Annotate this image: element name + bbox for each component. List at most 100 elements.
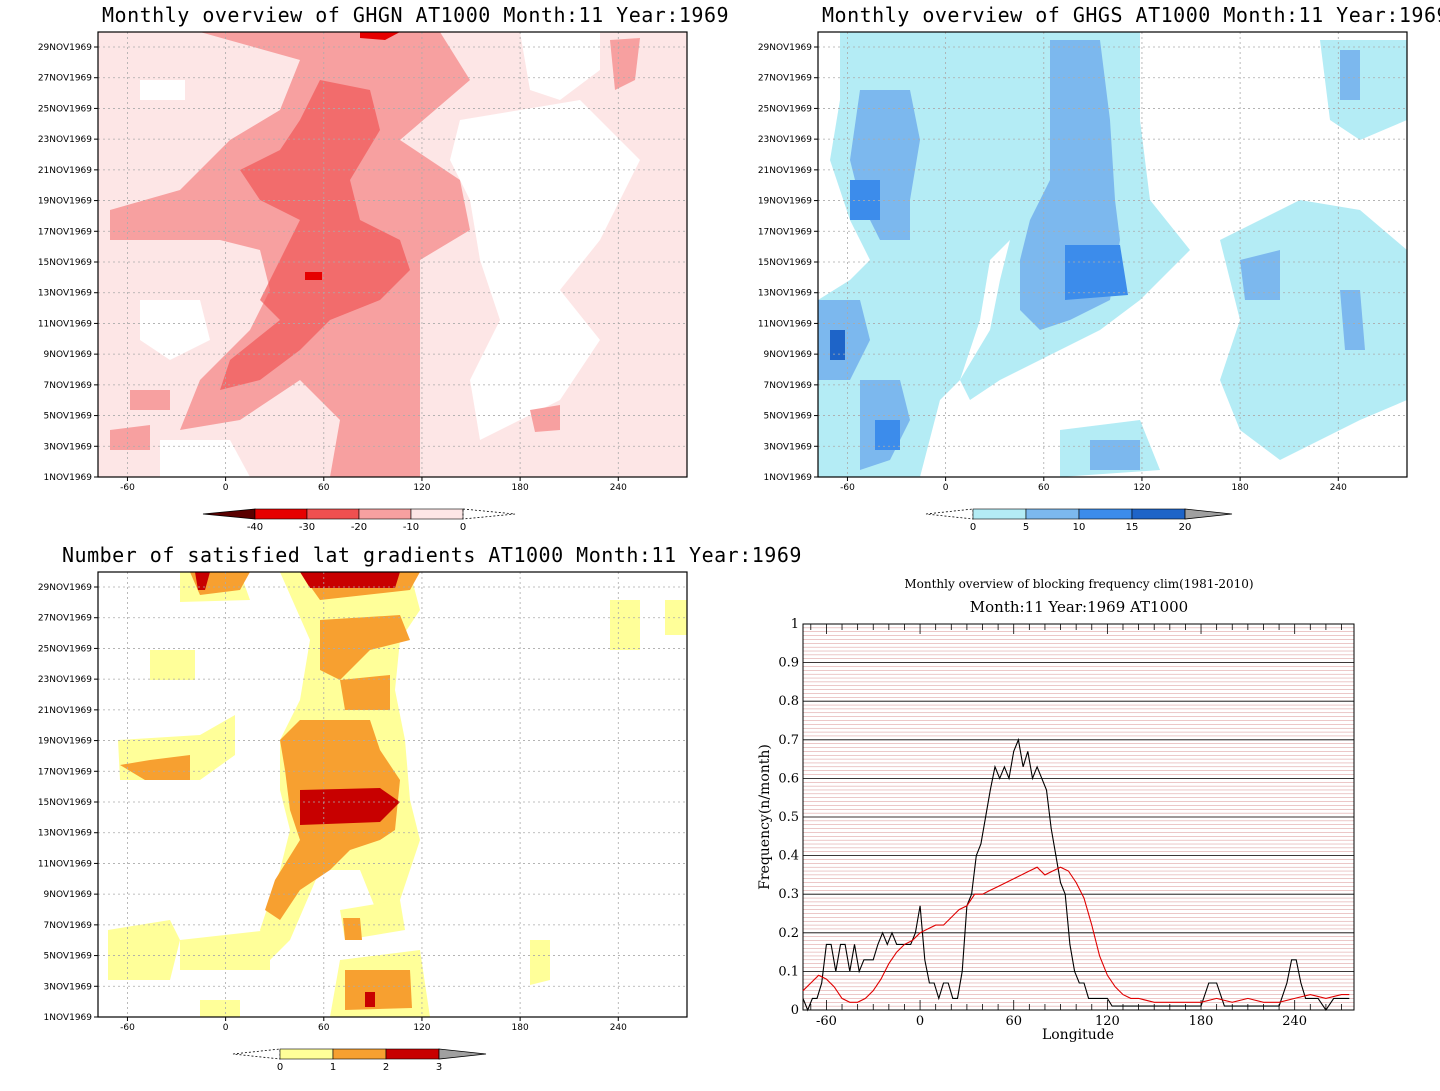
- colorbar-arrow-left: [202, 508, 256, 520]
- colorbar-label: 10: [1073, 522, 1086, 533]
- colorbar-box: [1131, 508, 1186, 520]
- freq-line-chart: Monthly overview of blocking frequency c…: [757, 577, 1355, 1043]
- x-tick-label: 120: [1133, 483, 1150, 493]
- ghgs-grid: [818, 32, 1407, 477]
- x-tick-label: -60: [120, 1023, 135, 1033]
- y-tick-label: 29NOV1969: [758, 43, 812, 53]
- y-tick-label: 11NOV1969: [38, 319, 92, 329]
- series-line-red: [802, 866, 1350, 1003]
- y-tick-label: 3NOV1969: [44, 442, 93, 452]
- y-tick-label: 1NOV1969: [44, 1013, 93, 1023]
- colorbar-box: [254, 508, 308, 520]
- y-tick-label: 3NOV1969: [764, 442, 813, 452]
- colorbar-label: -40: [247, 522, 263, 533]
- y-tick-label: 3NOV1969: [44, 982, 93, 992]
- ghgs-panel: Monthly overview of GHGS AT1000 Month:11…: [720, 0, 1440, 545]
- ghgn-heatmap: 1NOV1969 3NOV1969 5NOV1969 7NOV1969 9NOV1969…: [38, 31, 688, 533]
- y-tick-label: 0.1: [778, 964, 799, 979]
- y-tick-label: 5NOV1969: [44, 952, 93, 962]
- x-tick-label: 60: [318, 483, 330, 493]
- colorbar-box: [332, 1048, 387, 1060]
- x-tick-label: 60: [318, 1023, 330, 1033]
- y-tick-label: 7NOV1969: [44, 921, 93, 931]
- colorbar-label: 0: [970, 522, 976, 533]
- x-tick-label: 120: [413, 483, 430, 493]
- colorbar-label: 0: [460, 522, 466, 533]
- colorbar-label: -20: [351, 522, 367, 533]
- y-tick-label: 27NOV1969: [38, 614, 92, 624]
- colorbar-box: [358, 508, 412, 520]
- freq-series: [802, 737, 1350, 1012]
- freq-y-axis-label: Frequency(n/month): [757, 744, 773, 890]
- colorbar-label: 3: [436, 1062, 442, 1073]
- lat-grid: [98, 572, 687, 1017]
- y-tick-label: 9NOV1969: [764, 350, 813, 360]
- colorbar-label: -30: [299, 522, 315, 533]
- lat-title: Number of satisfied lat gradients AT1000…: [62, 543, 802, 567]
- x-tick-label: -60: [120, 483, 135, 493]
- x-tick-label: 0: [223, 483, 229, 493]
- y-tick-label: 7NOV1969: [44, 381, 93, 391]
- lat-heatmap: 1NOV1969 3NOV1969 5NOV1969 7NOV1969 9NOV1969…: [38, 571, 688, 1073]
- x-tick-label: 240: [610, 1023, 627, 1033]
- y-tick-label: 1NOV1969: [764, 473, 813, 483]
- y-tick-label: 21NOV1969: [38, 166, 92, 176]
- x-tick-label: 240: [1282, 1014, 1307, 1029]
- ghgn-y-tick-labels: 1NOV1969 3NOV1969 5NOV1969 7NOV1969 9NOV1969…: [38, 43, 98, 483]
- y-tick-label: 15NOV1969: [38, 258, 92, 268]
- y-tick-label: 25NOV1969: [38, 644, 92, 654]
- y-tick-label: 7NOV1969: [764, 381, 813, 391]
- ghgn-x-tick-labels: -60 0 60 120 180 240: [120, 477, 627, 493]
- colorbar-arrow-right: [1184, 508, 1233, 520]
- y-tick-label: 19NOV1969: [38, 737, 92, 747]
- freq-x-axis-label: Longitude: [1042, 1027, 1114, 1043]
- y-tick-label: 9NOV1969: [44, 890, 93, 900]
- x-tick-label: -60: [816, 1014, 837, 1029]
- y-tick-label: 17NOV1969: [38, 227, 92, 237]
- y-tick-label: 0: [791, 1003, 799, 1018]
- y-tick-label: 25NOV1969: [38, 104, 92, 114]
- x-tick-label: 60: [1005, 1014, 1022, 1029]
- ghgs-x-tick-labels: -60 0 60 120 180 240: [840, 477, 1347, 493]
- x-tick-label: 60: [1038, 483, 1050, 493]
- ghgs-field: [818, 32, 1407, 477]
- y-tick-label: 1: [791, 617, 799, 632]
- y-tick-label: 27NOV1969: [38, 74, 92, 84]
- colorbar-arrow-right: [438, 1048, 487, 1060]
- ghgn-colorbar: -40 -30 -20 -10 0: [202, 508, 516, 533]
- y-tick-label: 17NOV1969: [758, 227, 812, 237]
- colorbar-box: [972, 508, 1027, 520]
- y-tick-label: 11NOV1969: [758, 319, 812, 329]
- y-tick-label: 13NOV1969: [38, 289, 92, 299]
- colorbar-box: [410, 508, 464, 520]
- ghgn-panel: Monthly overview of GHGN AT1000 Month:11…: [0, 0, 729, 545]
- colorbar-box: [1025, 508, 1080, 520]
- x-tick-label: 120: [413, 1023, 430, 1033]
- colorbar-box: [306, 508, 360, 520]
- colorbar-label: 2: [383, 1062, 389, 1073]
- y-tick-label: 19NOV1969: [38, 197, 92, 207]
- series-line-black: [802, 737, 1350, 1012]
- x-tick-label: 180: [512, 1023, 529, 1033]
- y-tick-label: 29NOV1969: [38, 583, 92, 593]
- ghgn-field: [98, 32, 687, 477]
- colorbar-label: 0: [277, 1062, 283, 1073]
- x-tick-label: 240: [1330, 483, 1347, 493]
- ghgs-colorbar: 0 5 10 15 20: [925, 508, 1233, 533]
- x-tick-label: 0: [943, 483, 949, 493]
- colorbar-label: 5: [1023, 522, 1029, 533]
- y-tick-label: 0.2: [778, 926, 799, 941]
- y-tick-label: 0.5: [778, 810, 799, 825]
- x-tick-label: 240: [610, 483, 627, 493]
- y-tick-label: 15NOV1969: [38, 798, 92, 808]
- y-tick-label: 23NOV1969: [38, 675, 92, 685]
- y-tick-label: 21NOV1969: [38, 706, 92, 716]
- lat-x-tick-labels: -60 0 60 120 180 240: [120, 1017, 627, 1033]
- x-tick-label: 180: [512, 483, 529, 493]
- ghgs-title: Monthly overview of GHGS AT1000 Month:11…: [822, 3, 1440, 27]
- y-tick-label: 5NOV1969: [764, 412, 813, 422]
- y-tick-label: 0.6: [778, 771, 799, 786]
- y-tick-label: 25NOV1969: [758, 104, 812, 114]
- y-tick-label: 0.3: [778, 887, 799, 902]
- colorbar-box: [1078, 508, 1133, 520]
